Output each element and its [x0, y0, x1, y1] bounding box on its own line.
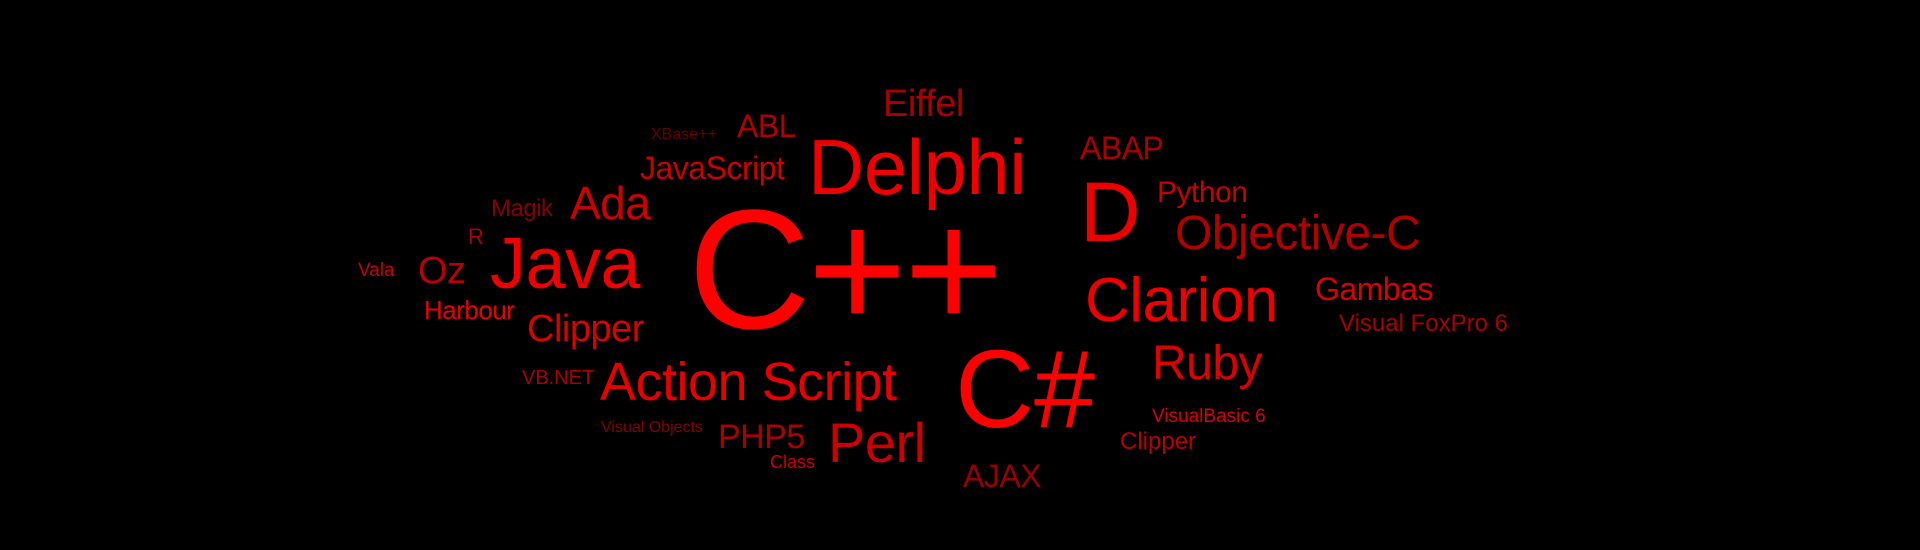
word-visual-foxpro: Visual FoxPro 6 — [1339, 310, 1508, 337]
word-ajax: AJAX — [963, 458, 1042, 494]
word-vala: Vala — [358, 260, 395, 281]
word-clipper-left: Clipper — [527, 308, 644, 350]
word-r: R — [468, 224, 484, 249]
word-visualbasic: VisualBasic 6 — [1152, 406, 1266, 427]
word-python: Python — [1157, 176, 1248, 209]
word-clarion: Clarion — [1085, 266, 1278, 335]
word-abap: ABAP — [1080, 130, 1164, 166]
word-ada: Ada — [570, 177, 651, 229]
word-perl: Perl — [828, 411, 926, 474]
word-objective-c: Objective-C — [1175, 207, 1421, 260]
word-ruby: Ruby — [1152, 337, 1263, 390]
word-oz: Oz — [418, 250, 466, 292]
word-eiffel: Eiffel — [883, 83, 964, 125]
word-visual-objects: Visual Objects — [601, 419, 703, 436]
word-abl: ABL — [737, 108, 796, 144]
word-delphi: Delphi — [808, 123, 1027, 211]
word-cpp: C++ — [688, 175, 1003, 365]
word-csharp: C# — [955, 328, 1095, 451]
word-javascript: JavaScript — [640, 150, 785, 186]
word-d: D — [1080, 165, 1141, 259]
word-java: Java — [490, 224, 641, 304]
word-class: Class — [770, 452, 816, 472]
word-gambas: Gambas — [1315, 271, 1433, 307]
word-action-script: Action Script — [600, 352, 897, 412]
word-magik: Magik — [491, 195, 553, 222]
word-harbour: Harbour — [424, 295, 515, 325]
word-vbnet: VB.NET — [522, 367, 595, 389]
word-php5: PHP5 — [718, 418, 805, 456]
word-xbase: XBase++ — [651, 126, 717, 143]
word-clipper-right: Clipper — [1120, 428, 1197, 455]
